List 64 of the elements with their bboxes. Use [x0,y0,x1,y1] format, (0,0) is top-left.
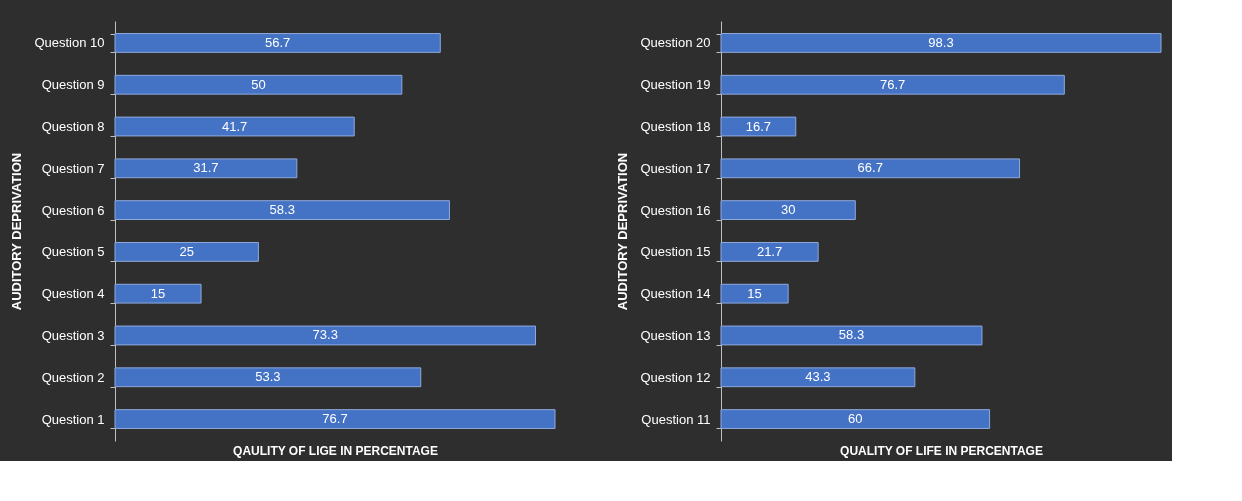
data-label: 31.7 [193,160,219,176]
bar [720,74,1065,95]
data-label: 50 [251,76,266,92]
bar [720,33,1162,53]
bar [720,158,1021,179]
bar [720,325,983,346]
y-axis-title: AUDITORY DEPRIVATION [9,152,25,311]
y-tick-label: Question 4 [41,286,105,302]
bar [114,116,355,137]
y-tick-label: Question 14 [640,286,711,302]
data-label: 98.3 [928,34,954,50]
bar [720,241,819,262]
bar [720,409,991,429]
y-tick-label: Question 17 [640,160,711,176]
y-tick-label: Question 12 [640,369,711,385]
data-label: 21.7 [756,243,783,259]
bar [114,409,556,429]
y-tick-label: Question 9 [41,77,105,93]
y-tick-label: Question 8 [41,119,105,135]
data-label: 60 [848,411,863,427]
bar [720,367,916,388]
y-tick-label: Question 11 [641,411,711,427]
data-label: 16.7 [745,118,772,134]
data-label: 25 [179,243,194,259]
y-axis-title: AUDITORY DEPRIVATION [615,152,631,311]
bar [114,241,259,262]
data-label: 30 [780,202,796,218]
bar [114,74,403,95]
bar [114,200,450,221]
data-label: 66.7 [857,160,883,176]
data-label: 41.7 [221,118,248,134]
bar [114,367,422,388]
y-tick-label: Question 16 [640,202,711,218]
bar [114,325,536,346]
y-tick-label: Question 3 [41,327,105,343]
data-label: 76.7 [322,411,348,427]
y-tick-label: Question 7 [41,160,105,176]
y-tick-label: Question 13 [640,327,711,343]
y-tick-label: Question 18 [640,119,711,135]
y-tick-label: Question 20 [640,35,711,51]
x-axis-title: QUALITY OF LIFE IN PERCENTAGE [840,443,1043,458]
bar [114,158,298,179]
y-tick-label: Question 19 [640,77,711,93]
data-label: 73.3 [312,327,338,343]
bar [114,283,202,304]
data-label: 43.3 [805,369,831,385]
bar [720,200,856,221]
data-label: 15 [747,285,762,301]
data-label: 76.7 [880,76,906,92]
data-label: 58.3 [269,202,295,218]
y-tick-label: Question 6 [41,202,105,218]
y-tick-label: Question 15 [640,244,711,260]
y-tick-label: Question 1 [41,411,105,427]
data-label: 15 [150,285,166,301]
bar [720,283,789,304]
bar [114,33,441,53]
data-label: 58.3 [838,327,865,343]
y-tick-label: Question 10 [34,35,105,51]
y-tick-label: Question 2 [41,369,105,385]
data-label: 56.7 [264,34,291,50]
bar [720,116,797,137]
x-axis-title: QAULITY OF LIGE IN PERCENTAGE [233,443,438,458]
y-tick-label: Question 5 [41,244,105,260]
data-label: 53.3 [255,369,281,385]
